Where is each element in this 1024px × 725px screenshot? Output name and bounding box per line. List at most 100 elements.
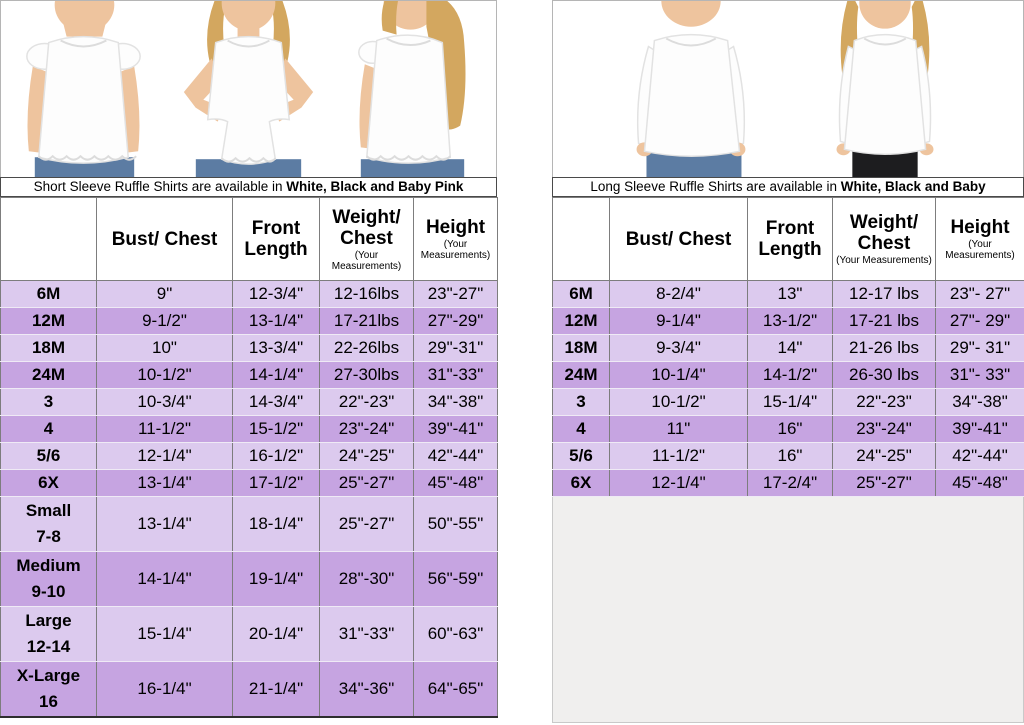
measurement-cell: 45"-48"	[935, 469, 1024, 497]
size-label-cell: 24M	[0, 361, 97, 389]
empty-table-area	[552, 497, 1024, 723]
long-sleeve-panel: Long Sleeve Ruffle Shirts are available …	[552, 0, 1024, 723]
size-label-cell: 6X	[0, 469, 97, 497]
measurement-cell: 13-1/4"	[96, 469, 233, 497]
neck-ruffle	[386, 37, 431, 46]
measurement-cell: 18-1/4"	[232, 496, 320, 552]
size-row-18m: 18M 10" 13-3/4" 22-26lbs 29"-31"	[0, 334, 498, 362]
hem-ruffle	[366, 154, 451, 161]
neck-ruffle	[227, 39, 270, 48]
hem-ruffle	[38, 154, 137, 161]
blonde-long-hair	[426, 1, 466, 130]
measurement-cell: 17-21lbs	[319, 307, 414, 335]
size-row-medium: Medium 9-10 14-1/4" 19-1/4" 28"-30" 56"-59"	[0, 551, 498, 607]
size-label-cell: 12M	[552, 307, 610, 335]
measurement-cell: 17-1/2"	[232, 469, 320, 497]
measurement-cell: 25"-27"	[319, 469, 414, 497]
measurement-cell: 10-1/4"	[609, 361, 748, 389]
long-sleeve-table-body: 6M 8-2/4" 13" 12-17 lbs 23"- 27" 12M 9-1/4" 13-…	[552, 280, 1024, 497]
child-head	[221, 1, 276, 31]
measurement-cell: 16"	[747, 415, 833, 443]
measurement-cell: 23"- 27"	[935, 280, 1024, 308]
photo-toddler-long-sleeve	[597, 1, 785, 177]
measurement-cell: 22-26lbs	[319, 334, 414, 362]
measurement-cell: 11-1/2"	[96, 415, 233, 443]
measurement-cell: 14-1/2"	[747, 361, 833, 389]
size-label-cell: 6M	[0, 280, 97, 308]
size-label-cell: 3	[552, 388, 610, 416]
size-row-5-6: 5/6 12-1/4" 16-1/2" 24"-25" 42"-44"	[0, 442, 498, 470]
measurement-cell: 27-30lbs	[319, 361, 414, 389]
measurement-cell: 56"-59"	[413, 551, 498, 607]
header-weight-subtitle: (Your Measurements)	[331, 249, 402, 272]
measurement-cell: 19-1/4"	[232, 551, 320, 607]
caption-text: Short Sleeve Ruffle Shirts are available…	[33, 179, 287, 194]
white-ruffle-shirt	[365, 34, 452, 164]
measurement-cell: 34"-36"	[319, 661, 414, 717]
header-weight-chest: Weight/ Chest (Your Measurements)	[832, 197, 936, 281]
measurement-cell: 31"- 33"	[935, 361, 1024, 389]
header-weight-subtitle: (Your Measurements)	[836, 255, 932, 266]
caption-colors-text: White, Black and Baby	[840, 179, 986, 194]
measurement-cell: 9-3/4"	[609, 334, 748, 362]
measurement-cell: 8-2/4"	[609, 280, 748, 308]
measurement-cell: 24"-25"	[832, 442, 936, 470]
size-row-24m: 24M 10-1/2" 14-1/4" 27-30lbs 31"-33"	[0, 361, 498, 389]
short-sleeve-photo-strip	[0, 0, 497, 177]
header-height-title: Height	[425, 217, 486, 238]
size-label-cell: 4	[552, 415, 610, 443]
measurement-cell: 12-1/4"	[96, 442, 233, 470]
measurement-cell: 10"	[96, 334, 233, 362]
caption-text: Long Sleeve Ruffle Shirts are available …	[590, 179, 841, 194]
header-height: Height (Your Measurements)	[935, 197, 1024, 281]
header-height-subtitle: (Your Measurements)	[420, 239, 491, 261]
measurement-cell: 9-1/4"	[609, 307, 748, 335]
measurement-cell: 23"-24"	[832, 415, 936, 443]
size-row-18m: 18M 9-3/4" 14" 21-26 lbs 29"- 31"	[552, 334, 1024, 362]
size-row-3: 3 10-3/4" 14-3/4" 22"-23" 34"-38"	[0, 388, 498, 416]
size-row-6x: 6X 12-1/4" 17-2/4" 25"-27" 45"-48"	[552, 469, 1024, 497]
measurement-cell: 23"-27"	[413, 280, 498, 308]
header-height: Height (Your Measurements)	[413, 197, 498, 281]
size-row-4: 4 11-1/2" 15-1/2" 23"-24" 39"-41"	[0, 415, 498, 443]
measurement-cell: 13-1/4"	[96, 496, 233, 552]
child-head	[661, 1, 721, 27]
measurement-cell: 45"-48"	[413, 469, 498, 497]
child-head	[383, 1, 438, 30]
measurement-cell: 14-1/4"	[232, 361, 320, 389]
measurement-cell: 16-1/2"	[232, 442, 320, 470]
size-label-cell: 6M	[552, 280, 610, 308]
measurement-cell: 21-1/4"	[232, 661, 320, 717]
size-row-12m: 12M 9-1/4" 13-1/2" 17-21 lbs 27"- 29"	[552, 307, 1024, 335]
measurement-cell: 26-30 lbs	[832, 361, 936, 389]
header-size-cell	[0, 197, 97, 281]
white-ruffle-shirt	[643, 33, 741, 157]
header-weight-title: Weight/ Chest	[332, 206, 401, 249]
photo-girl-long-sleeve	[791, 1, 979, 177]
size-row-6m: 6M 8-2/4" 13" 12-17 lbs 23"- 27"	[552, 280, 1024, 308]
measurement-cell: 42"-44"	[413, 442, 498, 470]
size-label-cell: X-Large 16	[0, 661, 97, 717]
size-label-cell: 24M	[552, 361, 610, 389]
caption-colors-text: White, Black and Baby Pink	[286, 179, 464, 194]
neck-ruffle	[60, 39, 107, 48]
measurement-cell: 34"-38"	[935, 388, 1024, 416]
size-label-cell: Small 7-8	[0, 496, 97, 552]
header-row: Bust/ Chest Front Length Weight/ Chest (…	[552, 197, 1024, 281]
white-ruffle-shirt	[37, 35, 130, 164]
photo-toddler-short-sleeve	[1, 1, 166, 177]
long-sleeve-caption-bar: Long Sleeve Ruffle Shirts are available …	[552, 177, 1024, 197]
hem-ruffle	[220, 156, 277, 163]
measurement-cell: 9-1/2"	[96, 307, 233, 335]
size-row-small: Small 7-8 13-1/4" 18-1/4" 25"-27" 50"-55"	[0, 496, 498, 552]
header-bust-chest: Bust/ Chest	[609, 197, 748, 281]
measurement-cell: 14"	[747, 334, 833, 362]
measurement-cell: 11-1/2"	[609, 442, 748, 470]
long-sleeve-photo-strip	[552, 0, 1024, 177]
measurement-cell: 24"-25"	[319, 442, 414, 470]
size-row-5-6: 5/6 11-1/2" 16" 24"-25" 42"-44"	[552, 442, 1024, 470]
size-label-cell: 6X	[552, 469, 610, 497]
measurement-cell: 64"-65"	[413, 661, 498, 717]
size-row-24m: 24M 10-1/4" 14-1/2" 26-30 lbs 31"- 33"	[552, 361, 1024, 389]
